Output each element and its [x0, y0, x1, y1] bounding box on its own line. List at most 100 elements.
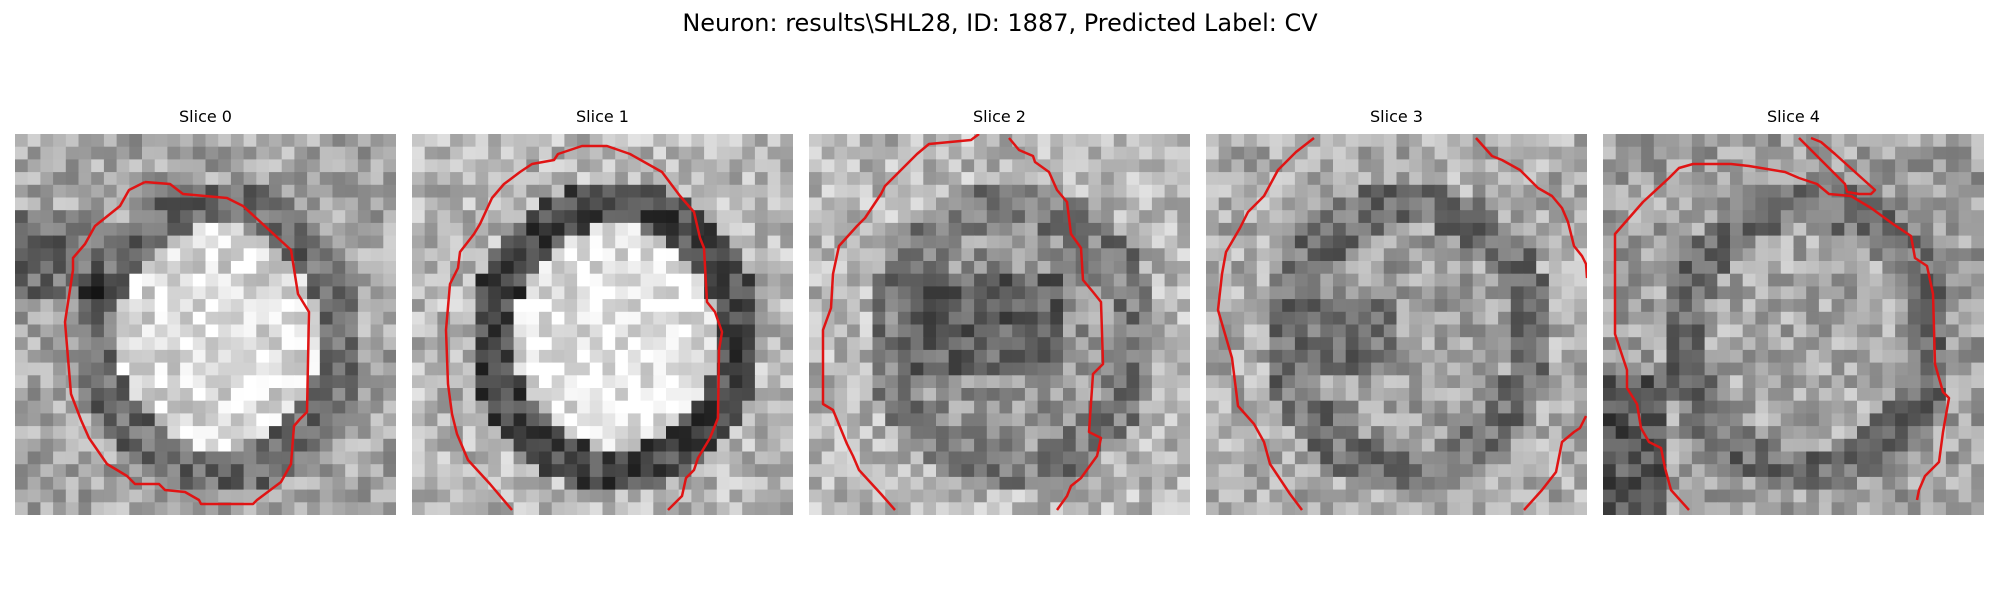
slice-pixel: [1561, 438, 1575, 453]
slice-pixel: [986, 210, 1001, 224]
slice-pixel: [1383, 286, 1398, 300]
slice-pixel: [1434, 438, 1448, 453]
slice-pixel: [27, 375, 41, 389]
slice-pixel: [27, 184, 41, 199]
slice-pixel: [872, 159, 886, 173]
slice-pixel: [1256, 388, 1271, 402]
slice-pixel: [986, 324, 1001, 338]
slice-pixel: [357, 159, 372, 173]
slice-pixel: [1844, 248, 1858, 262]
slice-pixel: [704, 489, 718, 503]
slice-pixel: [1691, 438, 1706, 453]
slice-pixel: [859, 197, 874, 211]
slice-pixel: [142, 235, 156, 249]
slice-pixel: [1206, 311, 1220, 326]
slice-pixel: [1730, 349, 1744, 364]
slice-pixel: [142, 349, 156, 364]
slice-pixel: [615, 210, 629, 224]
slice-pixel: [780, 184, 793, 199]
slice-pixel: [1024, 400, 1039, 414]
slice-pixel: [15, 286, 29, 300]
slice-pixel: [653, 184, 667, 199]
slice-pixel: [1472, 184, 1486, 199]
slice-pixel: [218, 222, 232, 237]
slice-pixel: [986, 375, 1001, 389]
slice-pixel: [1806, 476, 1820, 491]
slice-pixel: [1434, 134, 1448, 148]
slice-pixel: [27, 311, 41, 326]
slice-pixel: [564, 413, 578, 427]
slice-pixel: [281, 222, 295, 237]
slice-pixel: [116, 464, 130, 478]
slice-pixel: [1485, 413, 1499, 427]
slice-pixel: [577, 476, 591, 491]
slice-pixel: [116, 261, 130, 275]
slice-pixel: [1244, 502, 1258, 515]
slice-pixel: [1971, 349, 1984, 364]
slice-pixel: [897, 489, 912, 503]
slice-pixel: [1510, 197, 1525, 211]
slice-pixel: [1472, 210, 1486, 224]
slice-pixel: [821, 197, 835, 211]
slice-pixel: [821, 184, 835, 199]
slice-pixel: [78, 388, 92, 402]
slice-pixel: [475, 324, 489, 338]
slice-pixel: [1164, 159, 1178, 173]
slice-pixel: [1024, 413, 1039, 427]
slice-pixel: [1704, 299, 1718, 313]
slice-pixel: [345, 451, 359, 465]
slice-pixel: [1460, 222, 1474, 237]
slice-pixel: [370, 337, 384, 351]
slice-pixel: [116, 400, 130, 414]
slice-pixel: [424, 476, 438, 491]
slice-pixel: [1421, 349, 1436, 364]
slice-pixel: [65, 476, 80, 491]
slice-pixel: [412, 273, 426, 287]
slice-pixel: [40, 349, 54, 364]
slice-pixel: [885, 337, 899, 351]
slice-pixel: [450, 222, 464, 237]
slice-pixel: [180, 349, 194, 364]
slice-pixel: [1206, 388, 1220, 402]
slice-pixel: [948, 248, 962, 262]
slice-pixel: [1396, 324, 1410, 338]
slice-pixel: [602, 451, 616, 465]
slice-pixel: [230, 299, 245, 313]
slice-pixel: [370, 222, 384, 237]
slice-pixel: [539, 476, 553, 491]
slice-pixel: [1561, 299, 1575, 313]
slice-pixel: [627, 197, 642, 211]
slice-pixel: [834, 349, 848, 364]
slice-pixel: [986, 400, 1001, 414]
slice-pixel: [218, 248, 232, 262]
slice-pixel: [1603, 426, 1617, 440]
slice-pixel: [742, 286, 756, 300]
slice-pixel: [1510, 146, 1525, 160]
slice-pixel: [1523, 286, 1537, 300]
slice-pixel: [1307, 261, 1321, 275]
slice-pixel: [1844, 261, 1858, 275]
slice-pixel: [910, 388, 924, 402]
slice-pixel: [78, 299, 92, 313]
slice-pixel: [1523, 273, 1537, 287]
slice-pixel: [53, 273, 67, 287]
slice-pixel: [897, 197, 912, 211]
slice-pixel: [475, 159, 489, 173]
slice-pixel: [1691, 426, 1706, 440]
slice-pixel: [1958, 388, 1972, 402]
slice-pixel: [1460, 197, 1474, 211]
slice-pixel: [1857, 464, 1871, 478]
slice-pixel: [1510, 248, 1525, 262]
slice-pixel: [1510, 222, 1525, 237]
slice-pixel: [243, 248, 257, 262]
slice-pixel: [1768, 489, 1782, 503]
slice-pixel: [1231, 299, 1245, 313]
slice-pixel: [1844, 362, 1858, 376]
slice-pixel: [1536, 375, 1550, 389]
slice-pixel: [27, 426, 41, 440]
slice-pixel: [53, 426, 67, 440]
slice-pixel: [437, 235, 451, 249]
slice-pixel: [1498, 502, 1512, 515]
slice-pixel: [1603, 261, 1617, 275]
slice-pixel: [986, 489, 1001, 503]
